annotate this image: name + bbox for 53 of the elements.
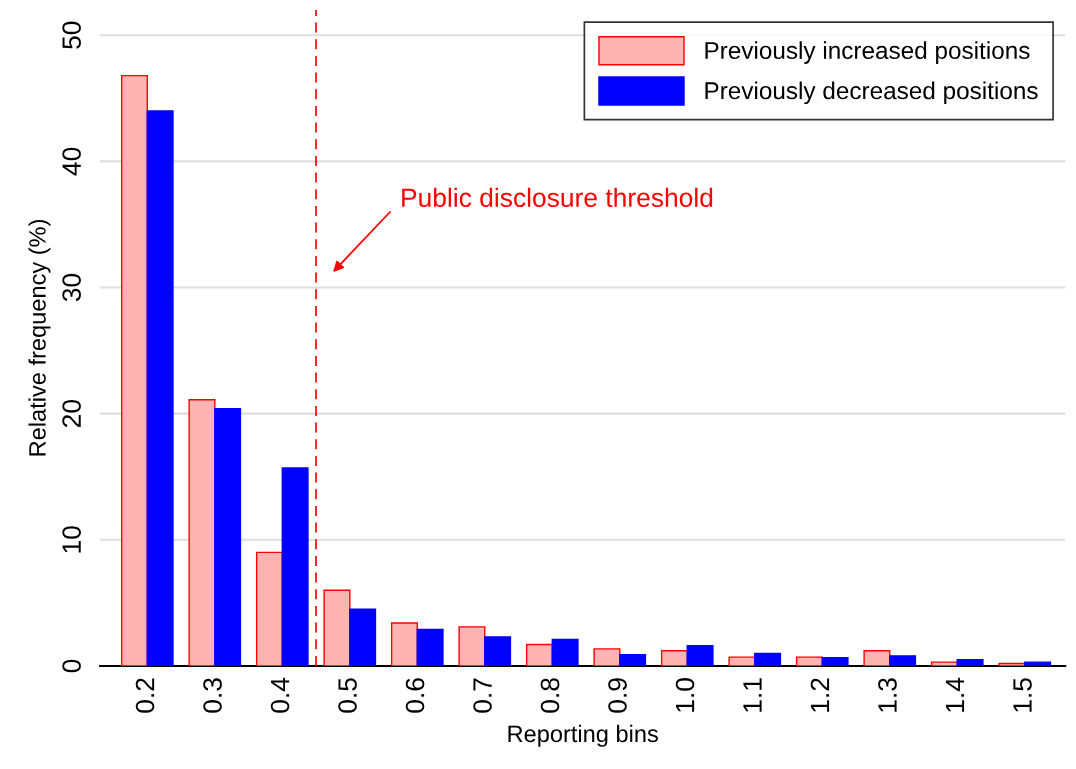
bar [660, 650, 688, 666]
bar [120, 74, 149, 666]
bar [795, 656, 823, 666]
x-tick-label: 0.8 [540, 678, 560, 713]
bar [1024, 661, 1052, 666]
bar [551, 638, 579, 666]
bar [956, 658, 984, 666]
legend-label: Previously increased positions [705, 41, 1030, 64]
bar [619, 653, 647, 666]
x-tick-label: 0.3 [203, 678, 222, 713]
x-tick-label: 1.5 [1013, 678, 1032, 712]
bar [458, 626, 486, 666]
bar [754, 652, 782, 666]
bar [863, 650, 891, 666]
x-tick-label: 0.6 [405, 678, 425, 713]
bar [525, 643, 553, 666]
bar [323, 589, 351, 666]
x-tick-label: 1.0 [675, 678, 695, 712]
bar [930, 661, 958, 666]
bar [146, 110, 174, 666]
x-tick-label: 1.4 [945, 677, 965, 712]
y-tick-label: 20 [62, 400, 81, 428]
annotation: Public disclosure threshold [402, 187, 713, 208]
y-tick-label: 50 [62, 21, 81, 49]
bar [998, 662, 1026, 666]
y-tick-label: 10 [62, 526, 81, 553]
bar [188, 399, 216, 666]
x-tick-label: 1.2 [810, 678, 830, 712]
bar [390, 622, 418, 666]
x-tick-label: 1.1 [743, 678, 762, 712]
bar [593, 648, 621, 666]
x-tick-label: 0.7 [473, 678, 492, 713]
y-tick-label: 40 [62, 147, 81, 176]
bar [281, 467, 309, 666]
x-tick-label: 0.2 [135, 678, 155, 713]
bar [255, 551, 283, 666]
bar [889, 655, 917, 666]
bar [416, 628, 444, 666]
bar [821, 657, 849, 666]
y-axis-title: Relative frequency (%) [28, 220, 51, 456]
bar [728, 656, 756, 666]
x-tick-label: 1.3 [878, 678, 897, 712]
y-tick-label: 30 [62, 273, 81, 302]
x-axis-title: Reporting bins [508, 724, 658, 747]
x-tick-label: 0.5 [338, 678, 357, 713]
y-tick-label: 0 [62, 659, 81, 673]
bar [214, 407, 242, 666]
x-tick-label: 0.9 [608, 678, 627, 713]
bar [686, 645, 714, 666]
bar [484, 636, 512, 666]
bar [349, 608, 377, 666]
x-tick-label: 0.4 [270, 677, 290, 713]
legend-label: Previously decreased positions [705, 81, 1038, 105]
